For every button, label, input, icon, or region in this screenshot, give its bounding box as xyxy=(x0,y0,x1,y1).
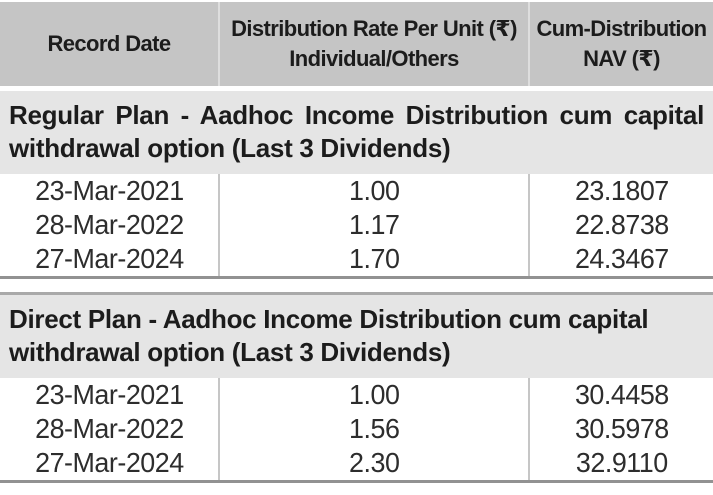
column-header-label-line1: Cum-Distribution xyxy=(536,16,707,42)
nav-value: 30.5978 xyxy=(574,413,669,445)
rate-value: 1.17 xyxy=(348,209,400,241)
record-date-value: 27-Mar-2024 xyxy=(34,447,184,479)
table-row: 23-Mar-2021 1.00 30.4458 xyxy=(0,378,713,413)
column-header-label-line2: NAV (₹) xyxy=(583,46,660,71)
nav-cell: 30.5978 xyxy=(528,412,713,447)
nav-cell: 24.3467 xyxy=(528,242,713,277)
column-header-record-date: Record Date xyxy=(0,2,218,86)
record-date-value: 23-Mar-2021 xyxy=(34,175,184,207)
nav-value: 24.3467 xyxy=(574,243,669,275)
nav-value: 30.4458 xyxy=(574,379,669,411)
rate-cell: 1.00 xyxy=(218,174,528,209)
nav-cell: 32.9110 xyxy=(528,446,713,481)
column-header-cum-distribution-nav: Cum-Distribution NAV (₹) xyxy=(528,2,713,86)
rate-value: 1.56 xyxy=(348,413,400,445)
section-title-regular-plan: Regular Plan - Aadhoc Income Distributio… xyxy=(0,91,713,175)
table-row: 27-Mar-2024 1.70 24.3467 xyxy=(0,242,713,277)
dividend-history-table: Record Date Distribution Rate Per Unit (… xyxy=(0,2,713,484)
record-date-cell: 23-Mar-2021 xyxy=(0,378,218,412)
section-title-direct-plan: Direct Plan - Aadhoc Income Distribution… xyxy=(0,295,713,379)
column-header-label: Record Date xyxy=(47,31,172,57)
rate-cell: 2.30 xyxy=(218,446,528,481)
regular-plan-data: 23-Mar-2021 1.00 23.1807 28-Mar-2022 1.1… xyxy=(0,174,713,280)
nav-value: 23.1807 xyxy=(574,175,669,207)
table-header-row: Record Date Distribution Rate Per Unit (… xyxy=(0,2,713,86)
rate-value: 1.70 xyxy=(348,243,400,275)
section-direct-plan: Direct Plan - Aadhoc Income Distribution… xyxy=(0,292,713,484)
column-header-distribution-rate: Distribution Rate Per Unit (₹) Individua… xyxy=(218,2,528,86)
nav-cell: 30.4458 xyxy=(528,378,713,413)
nav-value: 32.9110 xyxy=(575,447,668,479)
rate-cell: 1.00 xyxy=(218,378,528,413)
table-row: 23-Mar-2021 1.00 23.1807 xyxy=(0,174,713,209)
record-date-cell: 27-Mar-2024 xyxy=(0,242,218,276)
rate-cell: 1.56 xyxy=(218,412,528,447)
record-date-cell: 27-Mar-2024 xyxy=(0,446,218,480)
rate-value: 1.00 xyxy=(348,379,400,411)
nav-value: 22.8738 xyxy=(574,209,669,241)
rate-value: 1.00 xyxy=(348,175,400,207)
nav-cell: 22.8738 xyxy=(528,208,713,243)
record-date-value: 23-Mar-2021 xyxy=(34,379,184,411)
record-date-value: 28-Mar-2022 xyxy=(34,209,184,241)
table-row: 28-Mar-2022 1.56 30.5978 xyxy=(0,412,713,447)
nav-cell: 23.1807 xyxy=(528,174,713,209)
direct-plan-data: 23-Mar-2021 1.00 30.4458 28-Mar-2022 1.5… xyxy=(0,378,713,484)
column-header-label-line1: Distribution Rate Per Unit (₹) xyxy=(231,16,517,42)
table-row: 28-Mar-2022 1.17 22.8738 xyxy=(0,208,713,243)
record-date-value: 27-Mar-2024 xyxy=(34,243,184,275)
rate-cell: 1.70 xyxy=(218,242,528,277)
section-regular-plan: Regular Plan - Aadhoc Income Distributio… xyxy=(0,91,713,280)
record-date-cell: 23-Mar-2021 xyxy=(0,174,218,208)
record-date-cell: 28-Mar-2022 xyxy=(0,208,218,242)
rate-value: 2.30 xyxy=(348,447,400,479)
table-row: 27-Mar-2024 2.30 32.9110 xyxy=(0,446,713,481)
record-date-value: 28-Mar-2022 xyxy=(34,413,184,445)
rate-cell: 1.17 xyxy=(218,208,528,243)
column-header-label-line2: Individual/Others xyxy=(289,46,459,71)
record-date-cell: 28-Mar-2022 xyxy=(0,412,218,446)
